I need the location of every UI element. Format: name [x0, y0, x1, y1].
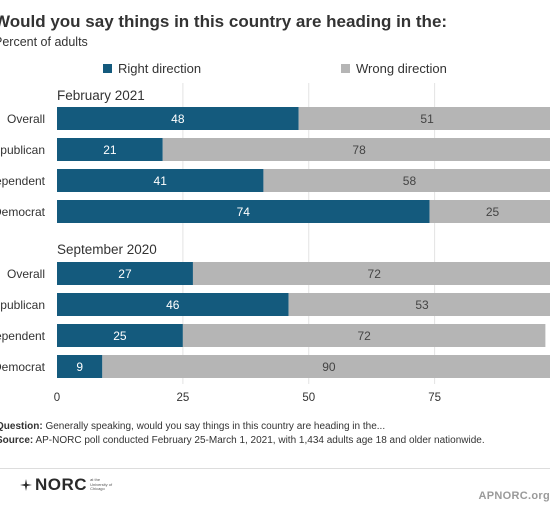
data-label-wrong-direction-february-2021-independent: 58 [403, 174, 417, 188]
bar-wrong-direction-september-2020-independent [182, 324, 546, 347]
legend-item-wrong-direction: Wrong direction [341, 61, 447, 76]
group-label-february-2021: February 2021 [57, 88, 145, 103]
chart-title: Would you say things in this country are… [0, 12, 448, 31]
norc-logo: NORC at the University of Chicago [20, 475, 118, 495]
data-label-wrong-direction-september-2020-republican: 53 [415, 298, 429, 312]
category-label-february-2021-republican: Republican [0, 143, 45, 157]
bar-right-direction-february-2021-democrat [57, 200, 430, 223]
data-label-right-direction-september-2020-independent: 25 [113, 329, 127, 343]
norc-star-icon [20, 479, 32, 491]
data-label-wrong-direction-september-2020-independent: 72 [357, 329, 371, 343]
data-label-right-direction-february-2021-overall: 48 [171, 112, 185, 126]
bar-right-direction-september-2020-republican [57, 293, 289, 316]
bar-wrong-direction-september-2020-democrat [102, 355, 550, 378]
legend-label-wrong-direction: Wrong direction [356, 61, 447, 76]
data-label-wrong-direction-february-2021-republican: 78 [352, 143, 366, 157]
bar-wrong-direction-september-2020-overall [192, 262, 550, 285]
bar-right-direction-february-2021-independent [57, 169, 264, 192]
legend-label-right-direction: Right direction [118, 61, 202, 76]
footer-divider [0, 468, 550, 469]
norc-logo-text: NORC [35, 475, 88, 494]
x-tick-label-75: 75 [428, 392, 441, 404]
legend-item-right-direction: Right direction [103, 61, 201, 76]
chart-subtitle: Percent of adults [0, 35, 88, 49]
chart-legend: Right direction Wrong direction [0, 61, 550, 79]
bar-wrong-direction-february-2021-overall [298, 107, 550, 130]
bar-right-direction-february-2021-republican [57, 138, 163, 161]
category-label-september-2020-independent: Independent [0, 329, 46, 343]
category-label-september-2020-democrat: Democrat [0, 360, 46, 374]
category-label-february-2021-independent: Independent [0, 174, 46, 188]
bar-wrong-direction-september-2020-republican [288, 293, 550, 316]
data-label-right-direction-february-2021-democrat: 74 [237, 205, 251, 219]
bar-right-direction-september-2020-overall [57, 262, 193, 285]
norc-logo-subtext: at the University of Chicago [90, 477, 113, 492]
bar-right-direction-february-2021-overall [57, 107, 299, 130]
data-label-right-direction-february-2021-independent: 41 [154, 174, 168, 188]
source-note: Source: AP-NORC poll conducted February … [0, 435, 485, 446]
category-label-september-2020-overall: Overall [7, 267, 45, 281]
x-tick-label-25: 25 [176, 392, 189, 404]
question-text: Generally speaking, would you say things… [45, 421, 386, 432]
x-tick-label-0: 0 [54, 392, 60, 404]
data-label-wrong-direction-september-2020-democrat: 90 [322, 360, 336, 374]
category-label-february-2021-democrat: Democrat [0, 205, 46, 219]
bar-wrong-direction-february-2021-democrat [429, 200, 550, 223]
x-tick-label-50: 50 [302, 392, 315, 404]
category-label-september-2020-republican: Republican [0, 298, 45, 312]
data-label-wrong-direction-february-2021-democrat: 25 [486, 205, 500, 219]
legend-swatch-wrong-direction [341, 64, 350, 73]
bar-wrong-direction-february-2021-republican [162, 138, 550, 161]
stacked-bar-chart: February 2021 Overall 48 51 Republican 21 78 In… [0, 83, 550, 404]
data-label-wrong-direction-september-2020-overall: 72 [368, 267, 382, 281]
group-label-september-2020: September 2020 [57, 242, 157, 257]
bar-right-direction-september-2020-democrat [57, 355, 103, 378]
data-label-right-direction-september-2020-overall: 27 [118, 267, 132, 281]
legend-swatch-right-direction [103, 64, 112, 73]
apnorc-mark: APNORC.org [478, 490, 550, 502]
data-label-wrong-direction-february-2021-overall: 51 [420, 112, 434, 126]
data-label-right-direction-september-2020-democrat: 9 [76, 360, 83, 374]
source-label: Source: [0, 435, 34, 446]
source-text: AP-NORC poll conducted February 25-March… [35, 435, 485, 446]
data-label-right-direction-september-2020-republican: 46 [166, 298, 180, 312]
question-note: Question: Generally speaking, would you … [0, 421, 385, 432]
data-label-right-direction-february-2021-republican: 21 [103, 143, 117, 157]
bar-right-direction-september-2020-independent [57, 324, 183, 347]
category-label-february-2021-overall: Overall [7, 112, 45, 126]
bar-wrong-direction-february-2021-independent [263, 169, 550, 192]
question-label: Question: [0, 421, 43, 432]
